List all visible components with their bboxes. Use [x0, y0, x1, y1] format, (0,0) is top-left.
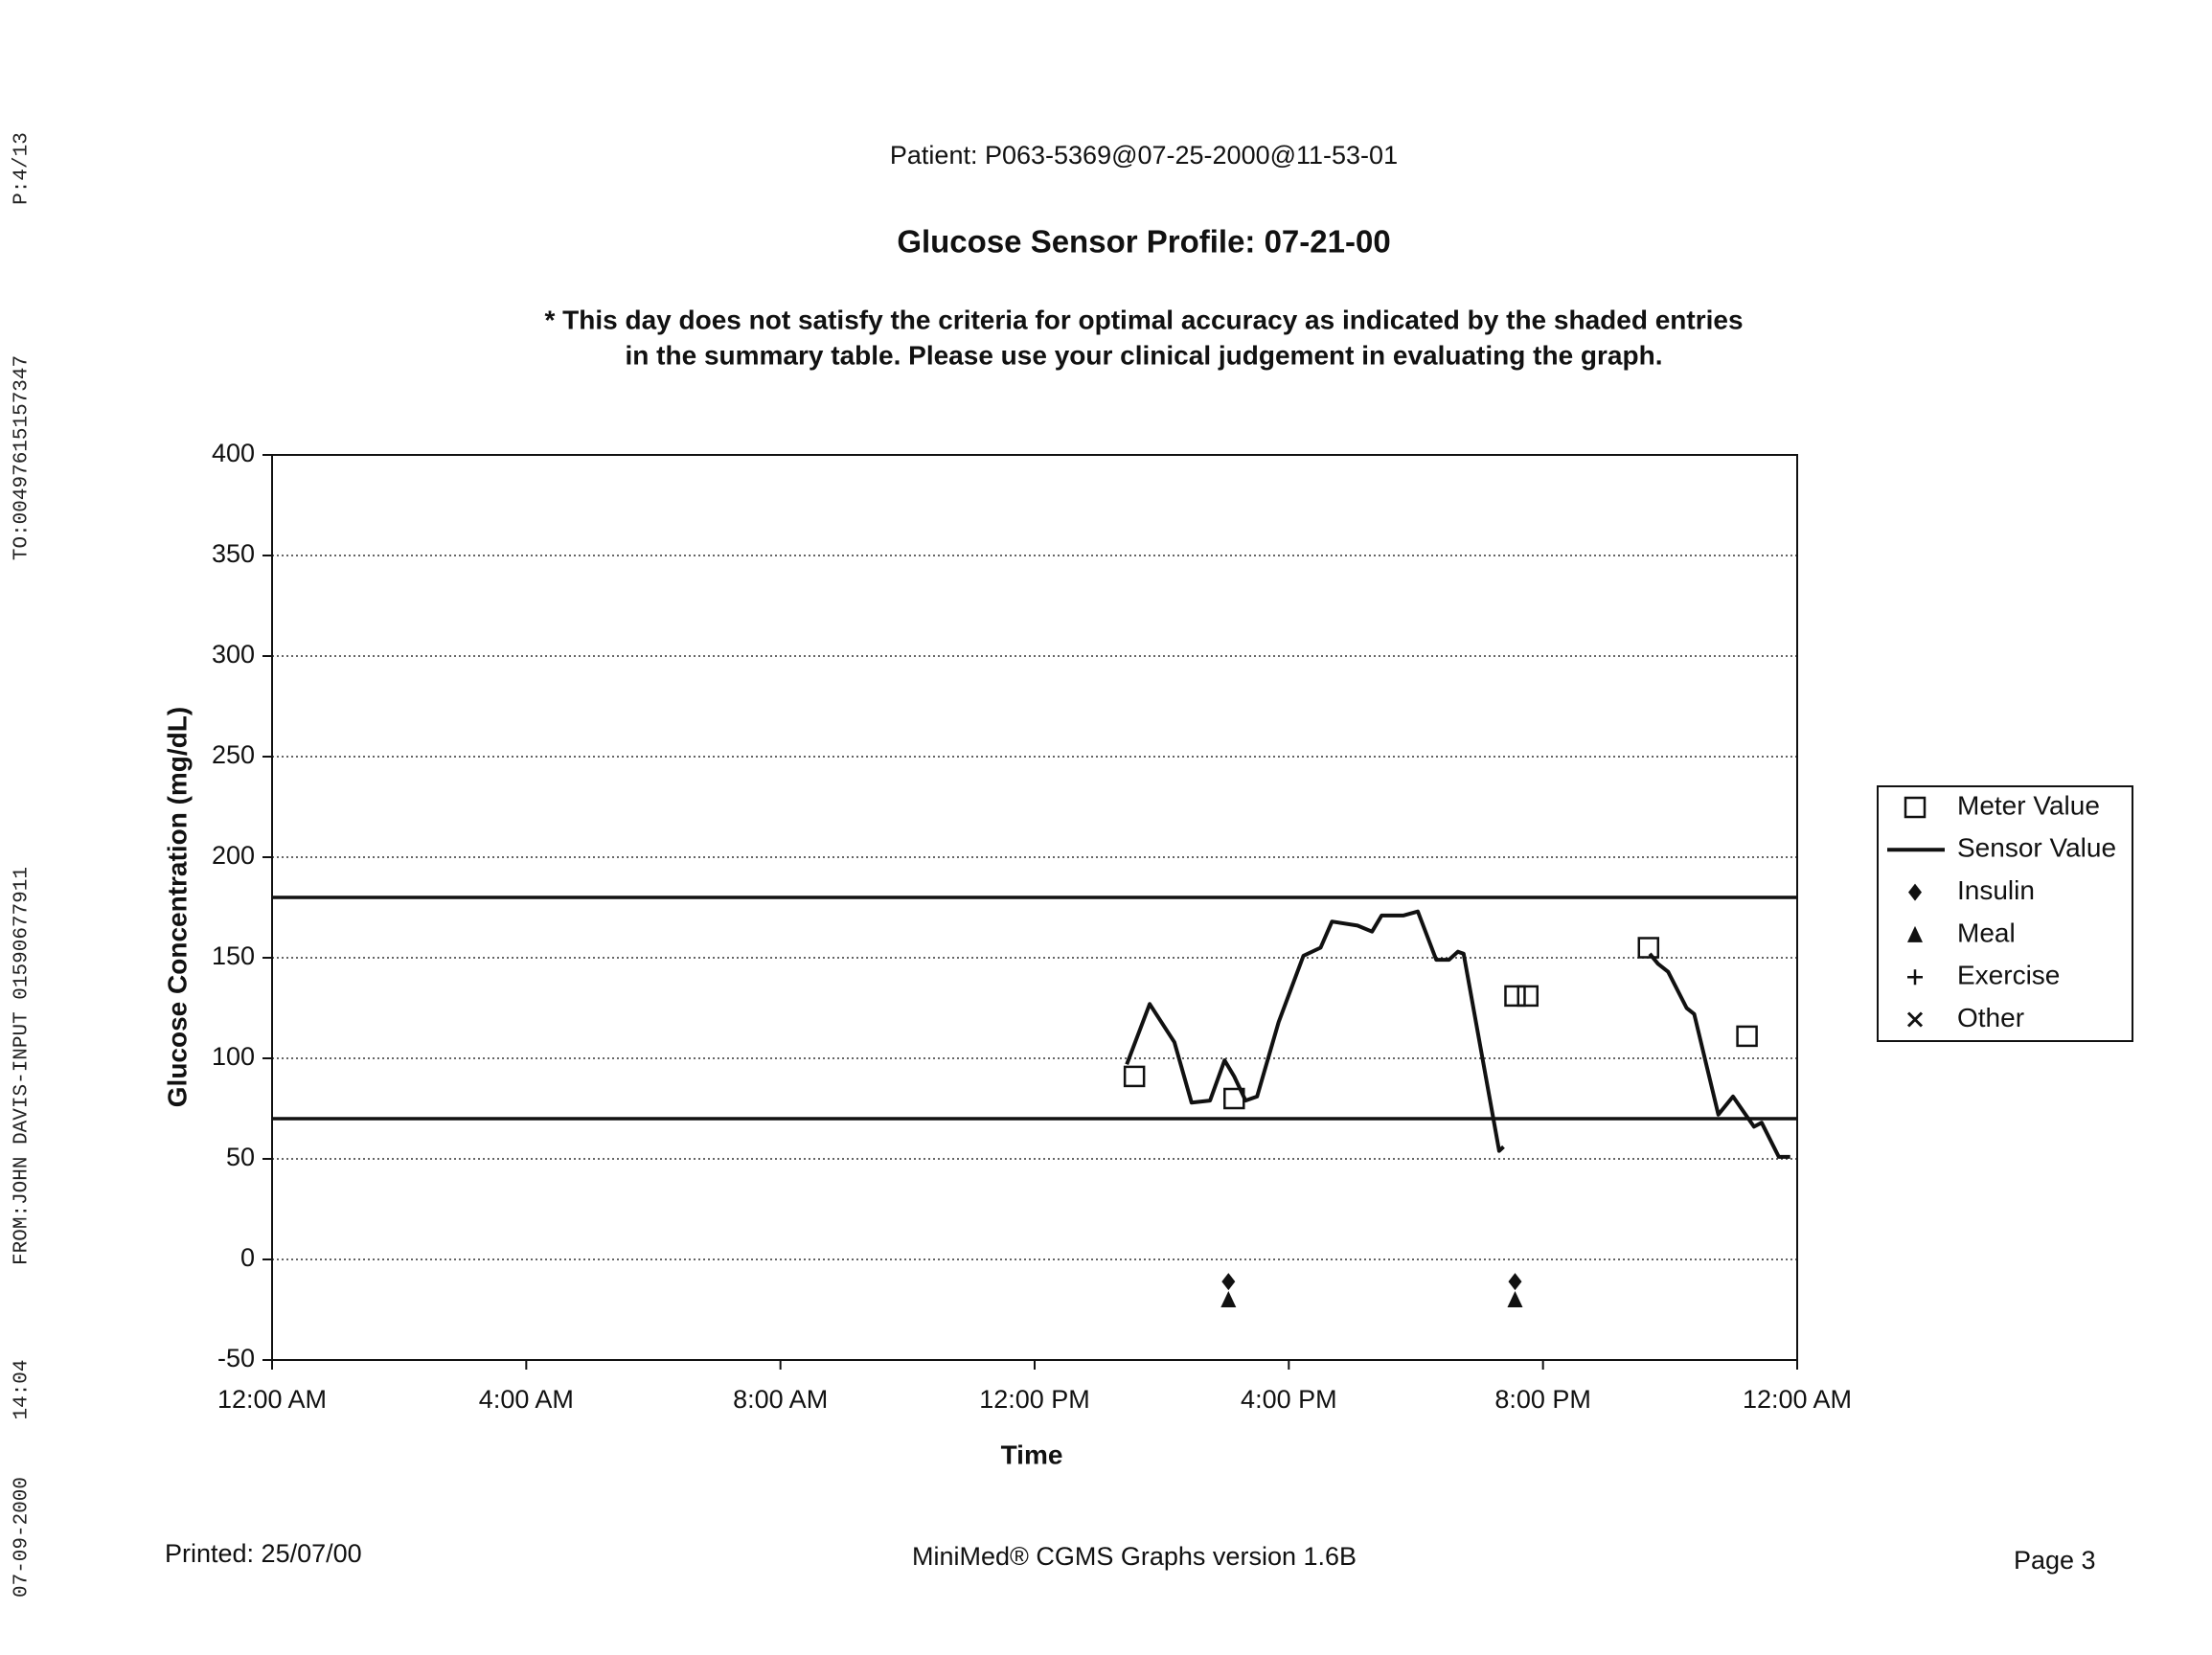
square-marker [1504, 985, 1526, 1008]
fax-date: 07-09-2000 [11, 1477, 34, 1598]
legend-symbol [1907, 925, 1923, 942]
legend-symbol [1907, 969, 1923, 986]
legend-symbol [1908, 883, 1922, 901]
legend-label: Insulin [1957, 875, 2035, 905]
y-tick-label: -50 [217, 1344, 255, 1372]
fax-page: P:4/13 [11, 132, 34, 205]
fax-to: TO:00497615157347 [11, 355, 34, 560]
square-marker [1123, 1065, 1146, 1088]
triangle-marker [1507, 1291, 1523, 1307]
square-marker [1736, 1025, 1758, 1048]
diamond-marker [1508, 1273, 1522, 1291]
square-marker [1516, 985, 1539, 1008]
legend-label: Other [1957, 1003, 2024, 1032]
legend-label: Meter Value [1957, 790, 2100, 820]
square-marker [1637, 937, 1660, 959]
y-tick-label: 300 [212, 640, 255, 669]
x-tick-label: 8:00 PM [1494, 1385, 1591, 1414]
x-tick-label: 4:00 AM [479, 1385, 574, 1414]
x-axis-title: Time [1001, 1440, 1063, 1469]
legend-symbol [1906, 1011, 1924, 1028]
x-tick-label: 4:00 PM [1241, 1385, 1337, 1414]
legend-label: Sensor Value [1957, 833, 2116, 863]
y-tick-label: 350 [212, 539, 255, 568]
footer-printed: Printed: 25/07/00 [165, 1539, 362, 1568]
sensor-line [1125, 909, 1790, 1159]
y-tick-label: 400 [212, 439, 255, 467]
y-axis-title: Glucose Concentration (mg/dL) [162, 707, 192, 1107]
y-tick-label: 250 [212, 740, 255, 769]
annotation: * This day does not satisfy the criteria… [544, 305, 1743, 334]
annotation: in the summary table. Please use your cl… [626, 340, 1663, 370]
y-tick-label: 200 [212, 841, 255, 870]
legend-label: Meal [1957, 918, 2016, 947]
y-tick-label: 150 [212, 941, 255, 970]
triangle-marker [1220, 1291, 1237, 1307]
plot-frame [271, 454, 1798, 1361]
legend-box [1877, 785, 2133, 1042]
y-tick-label: 100 [212, 1042, 255, 1071]
y-tick-label: 0 [240, 1243, 255, 1272]
fax-from: FROM:JOHN DAVIS-INPUT 01590677911 [11, 867, 34, 1265]
patient-id: Patient: P063-5369@07-25-2000@11-53-01 [890, 141, 1398, 170]
x-tick-label: 12:00 PM [979, 1385, 1090, 1414]
footer-software: MiniMed® CGMS Graphs version 1.6B [912, 1542, 1357, 1571]
y-tick-label: 50 [226, 1143, 255, 1171]
x-tick-label: 12:00 AM [1743, 1385, 1852, 1414]
chart-title: Glucose Sensor Profile: 07-21-00 [897, 224, 1390, 260]
legend-symbol [1904, 796, 1927, 819]
footer-page: Page 3 [2014, 1546, 2096, 1575]
x-tick-label: 12:00 AM [217, 1385, 327, 1414]
fax-time: 14:04 [11, 1359, 34, 1419]
legend-label: Exercise [1957, 961, 2060, 990]
diamond-marker [1221, 1273, 1236, 1291]
x-tick-label: 8:00 AM [733, 1385, 828, 1414]
